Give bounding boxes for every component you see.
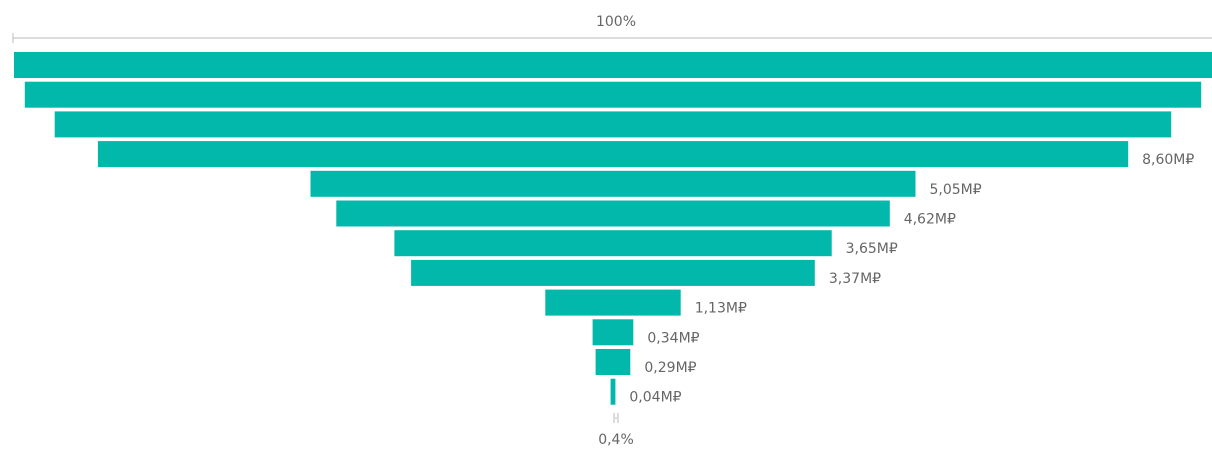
funnel-bar[interactable] bbox=[336, 200, 890, 227]
funnel-value-label: 1,13M₽ bbox=[695, 301, 747, 317]
funnel-bar[interactable] bbox=[14, 52, 1212, 78]
funnel-bar[interactable] bbox=[595, 349, 631, 375]
funnel-bar[interactable] bbox=[310, 170, 916, 197]
funnel-value-label: 4,62M₽ bbox=[904, 212, 956, 228]
funnel-bar[interactable] bbox=[545, 289, 681, 316]
funnel-bar[interactable] bbox=[411, 259, 815, 286]
funnel-value-labels: 8,60M₽ 5,05M₽ 4,62M₽ 3,65M₽ 3,37M₽ 1,13M₽ 0,34… bbox=[629, 152, 1194, 406]
bottom-percent-label: 0,4% bbox=[598, 432, 634, 448]
bottom-percent-marker: 0,4% bbox=[598, 413, 634, 448]
funnel-value-label: 3,65M₽ bbox=[846, 241, 898, 257]
funnel-value-label: 0,29M₽ bbox=[644, 360, 696, 376]
funnel-bar[interactable] bbox=[394, 230, 832, 257]
funnel-bar[interactable] bbox=[610, 378, 616, 405]
funnel-value-label: 0,04M₽ bbox=[629, 390, 681, 406]
funnel-bar[interactable] bbox=[592, 319, 634, 346]
top-percent-label: 100% bbox=[596, 14, 636, 30]
funnel-value-label: 5,05M₽ bbox=[930, 182, 982, 198]
funnel-bar[interactable] bbox=[54, 111, 1172, 138]
top-percent-marker: 100% bbox=[12, 14, 1212, 43]
funnel-bar[interactable] bbox=[97, 141, 1129, 168]
funnel-bars bbox=[14, 52, 1212, 405]
funnel-value-label: 0,34M₽ bbox=[647, 330, 699, 346]
funnel-bar[interactable] bbox=[24, 81, 1202, 108]
funnel-value-label: 8,60M₽ bbox=[1142, 152, 1194, 168]
funnel-value-label: 3,37M₽ bbox=[829, 271, 881, 287]
